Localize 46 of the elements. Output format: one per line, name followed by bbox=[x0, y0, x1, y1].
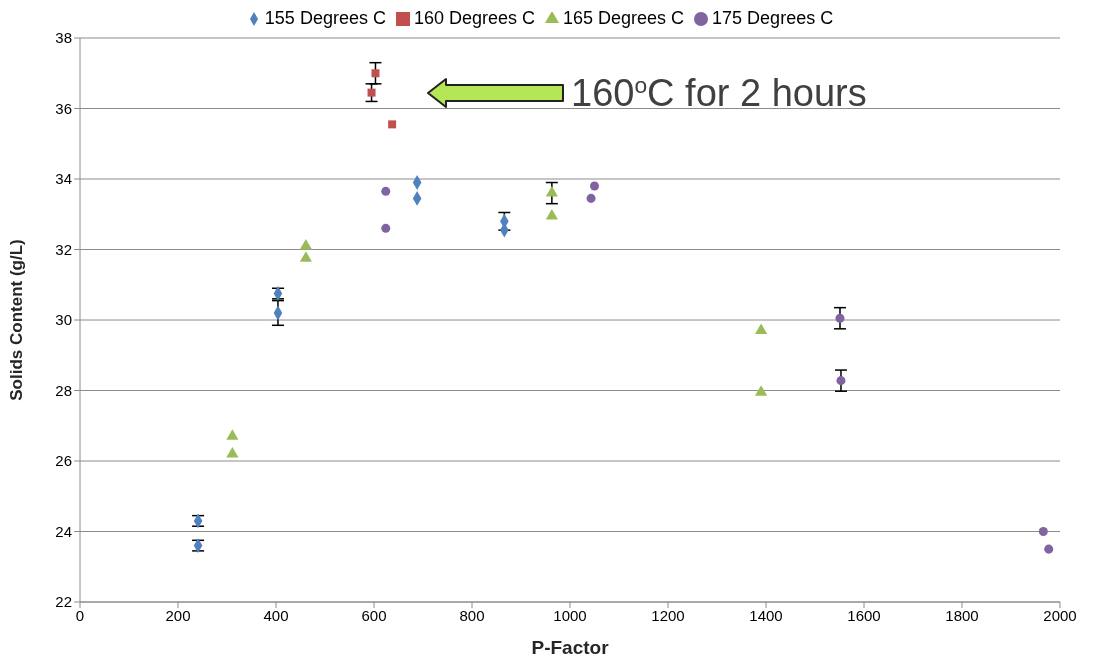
x-tick-label: 0 bbox=[75, 606, 85, 624]
y-tick-label: 28 bbox=[55, 381, 72, 399]
point bbox=[545, 208, 558, 220]
point bbox=[367, 88, 376, 97]
y-tick-label: 38 bbox=[55, 29, 72, 47]
x-tick-label: 800 bbox=[459, 606, 485, 624]
y-axis-title: Solids Content (g/L) bbox=[7, 239, 27, 401]
legend-label: 155 Degrees C bbox=[264, 8, 386, 28]
x-tick-label: 1200 bbox=[651, 606, 685, 624]
annotation: 160$^{o}$C for 2 hours bbox=[571, 72, 867, 114]
y-tick-label: 36 bbox=[55, 99, 72, 117]
x-tick-label: 1800 bbox=[945, 606, 979, 624]
x-tick-label: 1600 bbox=[847, 606, 881, 624]
x-tick-label: 400 bbox=[263, 606, 289, 624]
y-tick-label: 24 bbox=[55, 522, 72, 540]
legend-label: 175 Degrees C bbox=[712, 8, 834, 28]
x-tick-label: 600 bbox=[361, 606, 387, 624]
y-tick-label: 34 bbox=[55, 170, 72, 188]
point bbox=[381, 186, 391, 196]
point bbox=[371, 69, 380, 78]
y-tick-label: 30 bbox=[55, 311, 72, 329]
point bbox=[755, 323, 768, 335]
y-tick-label: 32 bbox=[55, 240, 72, 258]
point bbox=[1044, 544, 1054, 554]
point bbox=[586, 193, 596, 203]
x-axis-title: P-Factor bbox=[531, 637, 610, 658]
x-tick-label: 200 bbox=[165, 606, 191, 624]
point bbox=[381, 223, 391, 233]
y-tick-label: 22 bbox=[55, 593, 72, 611]
point bbox=[226, 446, 239, 458]
point bbox=[226, 429, 239, 440]
point bbox=[1038, 526, 1048, 537]
legend-label: 160 Degrees C bbox=[413, 8, 535, 28]
point bbox=[835, 313, 845, 323]
point bbox=[755, 385, 768, 396]
point bbox=[545, 186, 558, 197]
point bbox=[388, 120, 397, 129]
x-tick-label: 2000 bbox=[1043, 606, 1077, 624]
point bbox=[299, 238, 312, 250]
point bbox=[589, 181, 600, 191]
point bbox=[836, 376, 846, 386]
point bbox=[299, 251, 312, 262]
x-tick-label: 1000 bbox=[553, 606, 587, 624]
x-tick-label: 1400 bbox=[749, 606, 783, 624]
legend-label: 165 Degrees C bbox=[563, 8, 685, 28]
y-tick-label: 26 bbox=[55, 452, 72, 470]
